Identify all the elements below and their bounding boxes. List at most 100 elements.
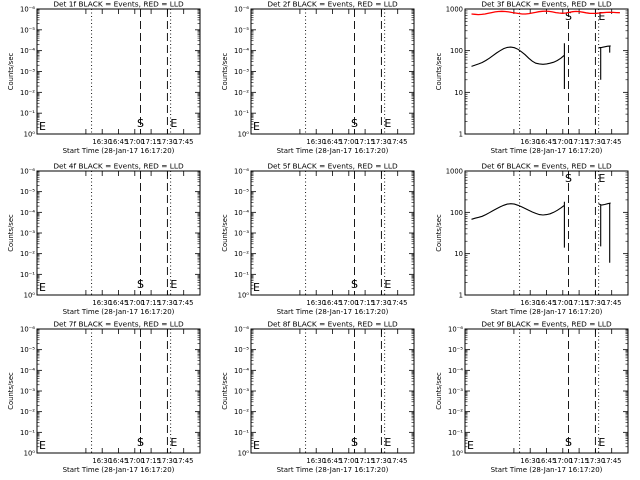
x-tick-label: 17:30 [158, 299, 178, 307]
y-tick-label: 10⁻³ [234, 68, 249, 76]
y-tick-label: 10⁻⁶ [234, 326, 249, 334]
y-tick-label: 10⁻¹ [234, 429, 249, 437]
x-tick-label: 16:45 [537, 457, 557, 465]
y-tick-label: 10⁻³ [20, 230, 35, 238]
plot-frame [250, 8, 415, 135]
y-axis-label: Counts/sec [7, 214, 15, 252]
y-axis-label: Counts/sec [221, 53, 229, 91]
marker-s: S [565, 10, 572, 23]
x-tick-label: 16:45 [537, 299, 557, 307]
panel-det-2f: Det 2f BLACK = Events, RED = LLD 10⁰ 10⁻¹ 1… [221, 0, 415, 155]
panel-det-1f: Det 1f BLACK = Events, RED = LLD 10⁰ 10⁻¹ 1… [7, 0, 201, 155]
x-tick-label: 17:45 [388, 299, 408, 307]
y-tick-label: 10⁻² [20, 250, 35, 258]
x-axis-label: Start Time (28-Jan-17 16:17:20) [63, 147, 175, 155]
x-tick-label: 17:00 [553, 138, 573, 146]
marker-s: S [565, 436, 572, 449]
x-tick-label: 16:30 [306, 457, 326, 465]
y-tick-label: 10⁻⁵ [20, 346, 35, 354]
y-axis-label: Counts/sec [221, 214, 229, 252]
y-tick-label: 10⁻⁵ [234, 26, 249, 34]
panel-det-8f: Det 8f BLACK = Events, RED = LLD 10⁰ 10⁻¹ 1… [221, 320, 415, 474]
marker-e: E [39, 120, 46, 133]
y-tick-label: 10⁻³ [20, 388, 35, 396]
x-tick-label: 16:30 [520, 457, 540, 465]
marker-e: E [170, 278, 177, 291]
panel-det-3f: Det 3f BLACK = Events, RED = LLD 1 10 100 10… [435, 0, 629, 155]
x-tick-label: 17:15 [355, 457, 375, 465]
marker-e: E [170, 436, 177, 449]
x-tick-label: 16:30 [306, 138, 326, 146]
marker-e: E [384, 278, 391, 291]
y-tick-label: 10⁻² [448, 408, 463, 416]
panel-title: Det 2f BLACK = Events, RED = LLD [267, 0, 398, 9]
y-tick-label: 10⁻⁵ [20, 188, 35, 196]
x-tick-label: 17:00 [553, 457, 573, 465]
y-axis-label: Counts/sec [435, 214, 443, 252]
x-tick-label: 16:45 [109, 457, 129, 465]
y-tick-label: 10 [454, 250, 463, 258]
marker-e: E [253, 439, 260, 452]
x-tick-label: 17:30 [586, 457, 606, 465]
x-axis-label: Start Time (28-Jan-17 16:17:20) [63, 308, 175, 316]
marker-s: S [137, 278, 144, 291]
x-tick-label: 16:30 [520, 299, 540, 307]
y-tick-label: 10⁰ [452, 450, 464, 458]
x-axis-label: Start Time (28-Jan-17 16:17:20) [277, 308, 389, 316]
x-tick-label: 17:00 [125, 138, 145, 146]
x-tick-label: 16:45 [323, 299, 343, 307]
y-tick-label: 10⁻⁴ [20, 367, 35, 375]
y-tick-label: 1000 [446, 6, 463, 14]
y-tick-label: 10⁻³ [448, 388, 463, 396]
panel-det-4f: Det 4f BLACK = Events, RED = LLD 10⁰ 10⁻¹ 1… [7, 162, 201, 316]
marker-e: E [384, 436, 391, 449]
x-tick-label: 16:30 [92, 138, 112, 146]
x-tick-label: 17:15 [141, 299, 161, 307]
events-series-line [471, 43, 611, 89]
y-tick-label: 10⁻² [20, 408, 35, 416]
marker-s: S [565, 172, 572, 185]
x-tick-label: 17:30 [586, 138, 606, 146]
y-axis-label: Counts/sec [435, 372, 443, 410]
y-tick-label: 10⁰ [238, 131, 250, 139]
y-tick-label: 10⁰ [24, 131, 36, 139]
x-tick-label: 16:45 [537, 138, 557, 146]
y-tick-label: 10⁻⁶ [20, 6, 35, 14]
x-tick-label: 17:30 [372, 299, 392, 307]
y-tick-label: 10⁻¹ [234, 271, 249, 279]
panel-title: Det 4f BLACK = Events, RED = LLD [53, 162, 184, 171]
x-axis-label: Start Time (28-Jan-17 16:17:20) [491, 466, 603, 474]
y-tick-label: 1 [459, 292, 463, 300]
panel-title: Det 9f BLACK = Events, RED = LLD [481, 320, 612, 329]
panel-det-7f: Det 7f BLACK = Events, RED = LLD 10⁰ 10⁻¹ 1… [7, 320, 201, 474]
y-tick-label: 10⁻⁵ [234, 188, 249, 196]
x-tick-label: 17:00 [339, 138, 359, 146]
x-tick-label: 16:45 [323, 457, 343, 465]
y-tick-label: 10⁻⁴ [20, 47, 35, 55]
marker-e: E [467, 439, 474, 452]
x-tick-label: 17:30 [158, 457, 178, 465]
panel-title: Det 8f BLACK = Events, RED = LLD [267, 320, 398, 329]
lld-series-line [471, 10, 620, 16]
x-tick-label: 17:45 [602, 138, 622, 146]
y-tick-label: 10⁻⁴ [20, 209, 35, 217]
y-tick-label: 10⁻¹ [20, 110, 35, 118]
y-tick-label: 10⁻¹ [448, 429, 463, 437]
y-tick-label: 10⁻⁶ [234, 6, 249, 14]
marker-s: S [351, 117, 358, 130]
y-tick-label: 1 [459, 131, 463, 139]
x-axis-label: Start Time (28-Jan-17 16:17:20) [277, 466, 389, 474]
marker-e: E [170, 117, 177, 130]
y-tick-label: 1000 [446, 168, 463, 176]
plot-frame [36, 170, 201, 296]
x-axis-label: Start Time (28-Jan-17 16:17:20) [277, 147, 389, 155]
y-axis-label: Counts/sec [435, 53, 443, 91]
y-axis-label: Counts/sec [221, 372, 229, 410]
marker-e: E [253, 120, 260, 133]
y-tick-label: 10⁰ [238, 292, 250, 300]
x-tick-label: 16:30 [520, 138, 540, 146]
x-tick-label: 17:30 [586, 299, 606, 307]
x-tick-label: 17:30 [372, 457, 392, 465]
events-series-line [471, 201, 611, 263]
